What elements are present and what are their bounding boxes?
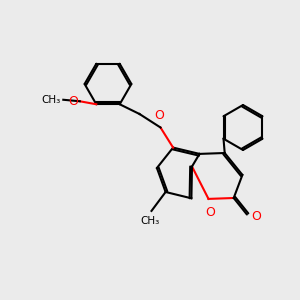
Text: O: O [154,109,164,122]
Text: O: O [251,209,261,223]
Text: O: O [68,95,78,108]
Text: CH₃: CH₃ [42,95,61,105]
Text: O: O [205,206,215,219]
Text: CH₃: CH₃ [140,216,160,226]
